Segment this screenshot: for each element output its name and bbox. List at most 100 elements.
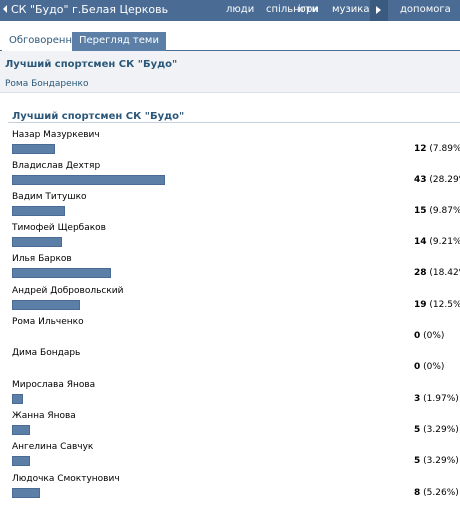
option-percent: (18.42%) [429, 268, 460, 278]
poll-option: Владислав Дехтяр 43 (28.29%) [0, 161, 460, 192]
option-percent: (1.97%) [423, 394, 459, 404]
option-percent: (9.21%) [429, 237, 460, 247]
option-bar-track [12, 175, 408, 185]
option-votes: 5 [414, 456, 421, 466]
option-votes: 8 [414, 488, 421, 498]
option-votes: 19 [414, 300, 427, 310]
topic-header: Лучший спортсмен СК "Будо" Рома Бондарен… [0, 51, 460, 93]
option-bar-track [12, 362, 408, 372]
poll-option: Дима Бондарь 0 (0%) [0, 348, 460, 379]
option-percent: (3.29%) [423, 425, 459, 435]
option-votes: 3 [414, 394, 421, 404]
option-votes: 15 [414, 206, 427, 216]
poll-option: Андрей Добровольский 19 (12.5%) [0, 286, 460, 317]
poll-option: Назар Мазуркевич 12 (7.89%) [0, 130, 460, 161]
option-percent: (5.26%) [423, 488, 459, 498]
poll-option: Тимофей Щербаков 14 (9.21%) [0, 223, 460, 254]
option-bar-track [12, 237, 408, 247]
option-name: Дима Бондарь [12, 348, 81, 358]
option-result: 3 (1.97%) [414, 394, 459, 405]
option-name: Илья Барков [12, 254, 72, 264]
option-votes: 28 [414, 268, 427, 278]
topic-title: Лучший спортсмен СК "Будо" [5, 59, 178, 70]
option-name: Назар Мазуркевич [12, 130, 100, 140]
option-bar-track [12, 206, 408, 216]
option-name: Людочка Смоктунович [12, 474, 120, 484]
poll-option: Вадим Титушко 15 (9.87%) [0, 192, 460, 223]
option-name: Андрей Добровольский [12, 286, 124, 296]
option-result: 15 (9.87%) [414, 206, 460, 217]
tab-discussions[interactable]: Обговорення [2, 32, 86, 51]
option-bar [12, 206, 65, 216]
option-percent: (3.29%) [423, 456, 459, 466]
poll-option: Мирослава Янова 3 (1.97%) [0, 380, 460, 411]
option-votes: 43 [414, 175, 427, 185]
group-title[interactable]: СК "Будо" г.Белая Церковь [11, 3, 169, 16]
option-name: Владислав Дехтяр [12, 161, 101, 171]
topic-author-link[interactable]: Рома Бондаренко [5, 79, 89, 89]
poll-option: Рома Ильченко 0 (0%) [0, 317, 460, 348]
option-percent: (7.89%) [429, 144, 460, 154]
option-result: 14 (9.21%) [414, 237, 460, 248]
tab-view-topic[interactable]: Перегляд теми [72, 32, 166, 51]
option-bar [12, 268, 111, 278]
back-arrow-icon[interactable] [3, 5, 7, 13]
nav-more-button[interactable] [370, 0, 388, 21]
option-bar-track [12, 268, 408, 278]
option-bar [12, 456, 30, 466]
option-name: Жанна Янова [12, 411, 76, 421]
option-bar [12, 300, 80, 310]
top-bar: СК "Будо" г.Белая Церковь люди спільноти… [0, 0, 460, 21]
option-result: 5 (3.29%) [414, 425, 459, 436]
option-bar-track [12, 488, 408, 498]
option-result: 5 (3.29%) [414, 456, 459, 467]
divider [8, 122, 460, 123]
option-votes: 0 [414, 331, 421, 341]
option-bar [12, 488, 40, 498]
option-result: 19 (12.5%) [414, 300, 460, 311]
nav-music[interactable]: музика [332, 4, 370, 15]
option-bar-track [12, 456, 408, 466]
poll-option: Ангелина Савчук 5 (3.29%) [0, 442, 460, 473]
option-votes: 14 [414, 237, 427, 247]
option-result: 0 (0%) [414, 331, 444, 342]
option-votes: 12 [414, 144, 427, 154]
option-percent: (9.87%) [429, 206, 460, 216]
option-result: 8 (5.26%) [414, 488, 459, 499]
option-percent: (28.29%) [429, 175, 460, 185]
nav-games[interactable]: ігри [298, 4, 319, 15]
nav-communities[interactable]: спільноти [266, 4, 319, 15]
option-result: 43 (28.29%) [414, 175, 460, 186]
option-bar-track [12, 394, 408, 404]
option-bar-track [12, 331, 408, 341]
option-bar-track [12, 425, 408, 435]
poll-title: Лучший спортсмен СК "Будо" [12, 111, 185, 122]
option-name: Вадим Титушко [12, 192, 87, 202]
option-bar [12, 144, 55, 154]
chevron-right-icon [376, 6, 381, 14]
option-percent: (0%) [423, 331, 445, 341]
option-name: Ангелина Савчук [12, 442, 94, 452]
option-bar [12, 425, 30, 435]
option-bar [12, 175, 165, 185]
nav-help[interactable]: допомога [400, 4, 451, 15]
option-name: Тимофей Щербаков [12, 223, 106, 233]
option-result: 28 (18.42%) [414, 268, 460, 279]
option-result: 0 (0%) [414, 362, 444, 373]
poll-option: Людочка Смоктунович 8 (5.26%) [0, 474, 460, 505]
poll-option: Илья Барков 28 (18.42%) [0, 254, 460, 285]
option-bar-track [12, 300, 408, 310]
tab-bar: Обговорення Перегляд теми [0, 32, 460, 51]
option-votes: 0 [414, 362, 421, 372]
option-bar [12, 394, 23, 404]
option-percent: (0%) [423, 362, 445, 372]
option-percent: (12.5%) [429, 300, 460, 310]
poll-option: Жанна Янова 5 (3.29%) [0, 411, 460, 442]
option-name: Рома Ильченко [12, 317, 84, 327]
option-bar-track [12, 144, 408, 154]
option-bar [12, 237, 62, 247]
option-votes: 5 [414, 425, 421, 435]
option-result: 12 (7.89%) [414, 144, 460, 155]
nav-people[interactable]: люди [226, 4, 255, 15]
option-name: Мирослава Янова [12, 380, 96, 390]
